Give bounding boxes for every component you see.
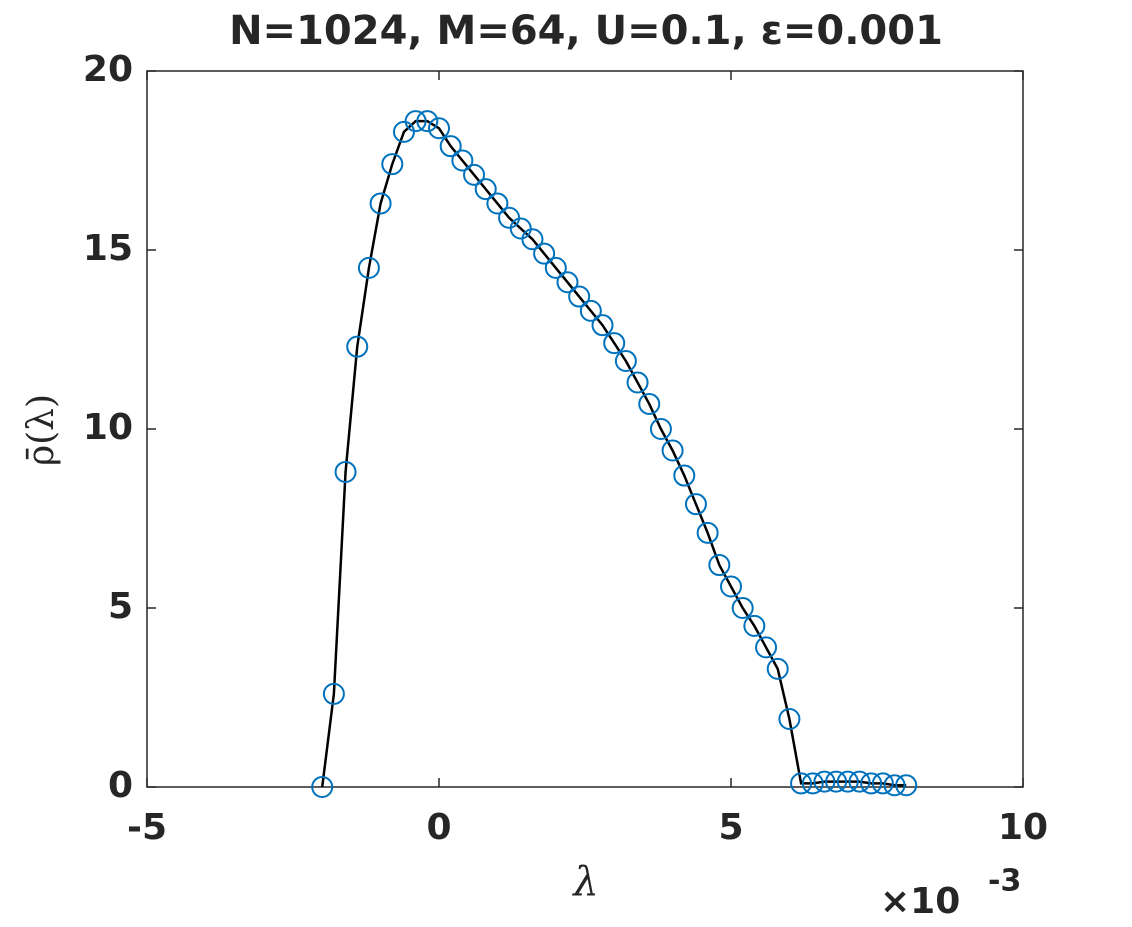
plot-frame — [146, 70, 1024, 788]
data-marker — [451, 149, 474, 172]
data-marker — [836, 770, 859, 793]
data-marker — [673, 464, 696, 487]
data-marker — [720, 575, 742, 598]
data-marker — [579, 299, 602, 322]
data-marker — [883, 774, 906, 797]
data-marker — [614, 349, 637, 372]
data-marker — [521, 228, 544, 251]
data-marker — [357, 256, 380, 279]
y-tick-label: 20 — [83, 49, 133, 90]
data-marker — [766, 657, 789, 680]
data-marker — [813, 770, 836, 793]
data-marker — [871, 772, 894, 795]
data-marker — [848, 770, 871, 793]
x-tick-label: 0 — [426, 807, 451, 848]
y-tick-label: 0 — [108, 765, 133, 806]
data-marker — [708, 554, 731, 577]
data-marker — [311, 776, 334, 798]
x-tick-label: 5 — [718, 807, 743, 848]
data-marker — [638, 392, 661, 415]
data-marker — [544, 256, 567, 279]
data-marker — [649, 418, 672, 440]
data-marker — [684, 493, 707, 516]
x-multiplier: ×10 — [880, 881, 960, 922]
data-marker — [556, 271, 579, 294]
y-tick-label: 5 — [108, 586, 133, 627]
data-marker — [778, 707, 801, 730]
data-marker — [790, 772, 813, 795]
data-marker — [486, 192, 509, 215]
data-marker — [591, 314, 614, 337]
chart-title: N=1024, M=64, U=0.1, ε=0.001 — [229, 8, 943, 54]
data-marker — [474, 178, 497, 201]
data-marker — [860, 772, 883, 795]
data-marker — [603, 332, 626, 355]
data-marker — [369, 192, 392, 215]
y-tick-label: 10 — [83, 407, 133, 448]
data-marker — [334, 460, 357, 483]
x-axis-label: λ — [571, 859, 598, 905]
data-marker — [533, 242, 556, 265]
data-marker — [463, 163, 486, 186]
y-axis-label: ρ̄(λ) — [21, 394, 62, 466]
data-marker — [346, 335, 369, 358]
x-tick-label: 10 — [998, 807, 1048, 848]
data-marker — [895, 774, 918, 797]
data-marker — [731, 597, 754, 619]
data-line — [320, 119, 907, 788]
data-marker — [825, 770, 848, 793]
data-marker — [626, 371, 649, 394]
data-marker — [568, 285, 591, 308]
data-marker — [428, 117, 450, 140]
data-marker — [404, 110, 427, 133]
x-tick-label: -5 — [127, 807, 167, 848]
data-marker — [439, 135, 462, 158]
data-marker — [743, 614, 766, 637]
data-marker — [661, 439, 684, 462]
data-marker — [416, 110, 439, 133]
data-marker — [381, 153, 404, 176]
data-marker — [322, 682, 345, 705]
data-marker — [801, 772, 824, 795]
data-marker — [755, 636, 778, 659]
data-marker — [696, 521, 719, 544]
x-multiplier-exponent: -3 — [988, 864, 1021, 899]
y-tick-label: 15 — [83, 228, 133, 269]
